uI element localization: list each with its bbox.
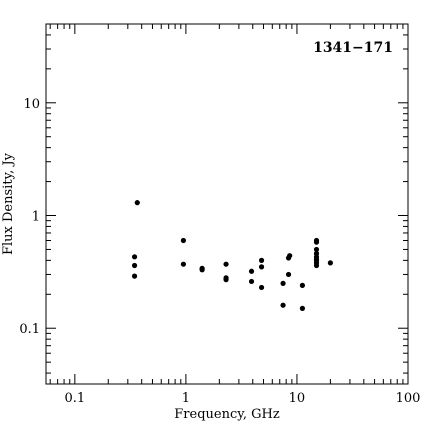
data-point (131, 273, 138, 279)
data-point (131, 254, 138, 260)
axis-ticks (46, 23, 409, 384)
data-point (180, 261, 187, 267)
x-tick-label: 10 (289, 391, 306, 406)
plot-frame (45, 23, 409, 385)
y-axis-label: Flux Density, Jy (1, 152, 16, 255)
data-point (280, 280, 286, 286)
data-point (131, 262, 138, 269)
data-point (313, 262, 320, 269)
data-point (299, 305, 306, 311)
data-point (258, 284, 265, 291)
data-point (327, 260, 333, 266)
x-axis-label: Frequency, GHz (174, 407, 280, 422)
tick-labels: 0.1 1 10 100 0.1 1 10 (19, 97, 420, 406)
data-point (248, 268, 255, 274)
data-point (285, 271, 292, 278)
data-point (248, 278, 255, 285)
data-point (223, 261, 229, 267)
data-point (223, 276, 229, 283)
data-point (180, 237, 187, 244)
y-tick-label: 1 (32, 210, 40, 225)
data-points (131, 200, 333, 311)
chart-title: 1341−171 (313, 40, 393, 56)
data-point (258, 264, 265, 270)
y-tick-label: 0.1 (19, 322, 40, 337)
y-tick-label: 10 (23, 97, 40, 112)
data-point (258, 257, 265, 263)
data-point (313, 246, 320, 253)
data-point (287, 253, 293, 259)
data-point (280, 302, 286, 308)
x-tick-label: 1 (182, 391, 190, 406)
x-tick-label: 100 (396, 391, 421, 406)
data-point (299, 282, 306, 288)
data-point (134, 200, 140, 206)
x-tick-label: 0.1 (64, 391, 85, 406)
data-point (313, 239, 320, 245)
data-point (199, 267, 205, 273)
